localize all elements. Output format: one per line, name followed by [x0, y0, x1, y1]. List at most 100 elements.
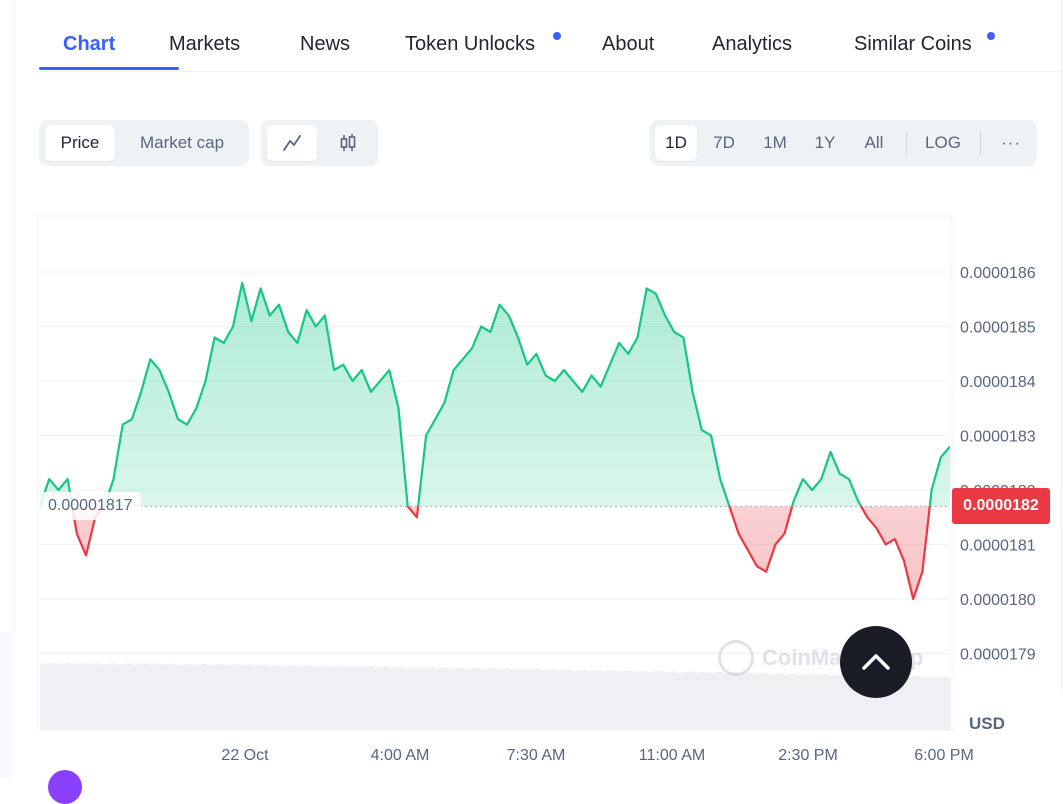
tab-markets[interactable]: Markets — [169, 33, 241, 55]
volume-bar — [682, 671, 688, 730]
volume-bar — [95, 663, 101, 730]
volume-bar — [141, 663, 147, 730]
line-chart-button[interactable] — [267, 125, 317, 161]
volume-bar — [161, 664, 167, 730]
volume-bar — [570, 670, 577, 730]
range-1m-button[interactable]: 1M — [763, 133, 787, 152]
volume-bar — [368, 666, 374, 730]
range-1d-button[interactable]: 1D — [655, 125, 697, 161]
volume-bar — [484, 668, 491, 730]
volume-bar — [151, 664, 157, 730]
volume-bar — [343, 667, 349, 730]
volume-bar — [323, 665, 329, 730]
line-chart-icon — [283, 135, 301, 151]
volume-bar — [793, 673, 799, 730]
volume-bar — [302, 665, 309, 730]
volume-bar — [232, 664, 238, 730]
volume-bar — [909, 676, 915, 730]
coin-tabs: Chart Markets News Token Unlocks About A… — [39, 26, 1063, 72]
volume-bar — [100, 664, 107, 730]
range-7d-button[interactable]: 7D — [713, 133, 735, 152]
y-tick-label: 0.0000186 — [960, 265, 1036, 282]
volume-bar — [262, 664, 268, 730]
price-toggle-button[interactable]: Price — [45, 125, 115, 161]
log-scale-button[interactable]: LOG — [925, 133, 961, 152]
volume-bar — [616, 671, 622, 730]
volume-bar — [879, 675, 885, 730]
volume-bar — [211, 664, 218, 730]
volume-bar — [560, 669, 567, 730]
volume-bar — [732, 672, 738, 730]
volume-bar — [823, 674, 829, 730]
volume-bar — [762, 672, 769, 730]
volume-bar — [424, 667, 430, 730]
volume-bar — [666, 671, 673, 730]
volume-bar — [773, 673, 779, 730]
tab-about[interactable]: About — [602, 33, 655, 55]
x-tick-label: 7:30 AM — [507, 747, 566, 764]
volume-bar — [535, 668, 541, 730]
tab-news[interactable]: News — [300, 33, 351, 55]
current-price-tag: 0.0000182 — [952, 488, 1050, 524]
volume-bar — [131, 664, 137, 730]
volume-bar — [434, 668, 440, 730]
volume-bar — [828, 675, 835, 730]
tab-similar-coins[interactable]: Similar Coins — [854, 33, 972, 55]
volume-bar — [717, 672, 723, 730]
tab-token-unlocks[interactable]: Token Unlocks — [405, 33, 536, 55]
volume-bar — [252, 665, 258, 730]
time-range-toggle: 1D 7D 1M 1Y All LOG ··· — [650, 120, 1037, 166]
tab-chart[interactable]: Chart — [63, 33, 116, 55]
volume-bar — [45, 663, 51, 730]
price-area-up — [40, 282, 950, 507]
volume-bar — [439, 667, 445, 730]
open-price-label: 0.00001817 — [40, 492, 141, 520]
price-chart[interactable]: 0.0000186 0.0000185 0.0000184 0.0000183 0.00… — [0, 0, 1063, 778]
volume-bar — [201, 664, 208, 730]
volume-bar — [318, 666, 324, 730]
volume-bar — [889, 676, 895, 730]
volume-bar — [525, 669, 531, 730]
volume-bar — [894, 676, 900, 730]
tab-analytics[interactable]: Analytics — [712, 33, 793, 55]
scroll-to-top-button[interactable] — [840, 626, 912, 698]
volume-bar — [697, 672, 703, 730]
volume-bar — [510, 669, 516, 730]
volume-bar — [378, 666, 385, 730]
avatar — [48, 770, 82, 804]
volume-bar — [474, 667, 481, 730]
volume-bar — [601, 671, 607, 730]
volume-bar — [55, 664, 61, 730]
chevron-up-icon — [862, 654, 890, 670]
range-all-button[interactable]: All — [864, 133, 884, 152]
volume-bar — [196, 664, 203, 730]
range-1y-button[interactable]: 1Y — [814, 133, 836, 152]
volume-bar — [555, 670, 562, 730]
candlestick-chart-button[interactable] — [323, 125, 373, 161]
volume-bar — [768, 674, 774, 730]
volume-bar — [454, 668, 460, 730]
market-cap-toggle-button[interactable]: Market cap — [139, 133, 225, 152]
volume-bar — [348, 666, 354, 730]
volume-bar — [282, 666, 289, 730]
volume-bar — [383, 666, 390, 730]
y-tick-label: 0.0000183 — [960, 429, 1036, 446]
volume-bar — [707, 673, 713, 730]
volume-bar — [813, 675, 819, 730]
volume-bar — [333, 666, 339, 730]
volume-bar — [500, 668, 506, 730]
y-tick-label: 0.0000185 — [960, 320, 1036, 337]
volume-bar — [287, 665, 294, 730]
more-options-button[interactable]: ··· — [1001, 133, 1021, 152]
volume-bar — [50, 662, 56, 730]
volume-bar — [307, 665, 314, 730]
currency-label: USD — [969, 714, 1005, 733]
x-tick-label: 6:00 PM — [914, 747, 974, 764]
volume-bar — [247, 664, 253, 730]
volume-bar — [859, 676, 865, 730]
volume-bar — [646, 671, 653, 730]
volume-bar — [206, 665, 213, 730]
volume-bar — [864, 675, 870, 730]
volume-bar — [899, 675, 905, 730]
volume-bar — [191, 665, 198, 730]
